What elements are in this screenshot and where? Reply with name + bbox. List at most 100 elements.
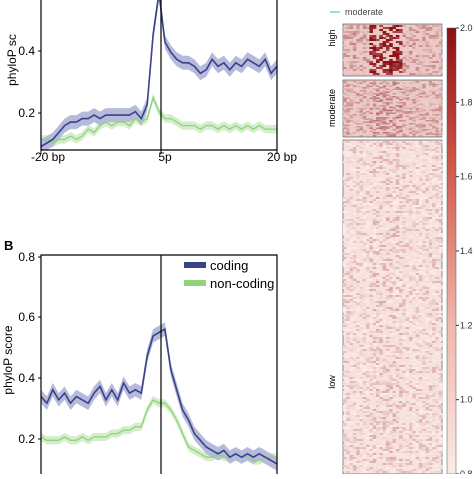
heatmap-cell <box>392 37 397 39</box>
heatmap-cell <box>389 259 393 261</box>
heatmap-cell <box>402 211 406 213</box>
heatmap-cell <box>418 349 423 351</box>
heatmap-cell <box>376 124 380 126</box>
heatmap-cell <box>385 311 390 313</box>
heatmap-cell <box>362 145 367 147</box>
heatmap-cell <box>418 90 423 92</box>
heatmap-cell <box>399 201 403 203</box>
heatmap-cell <box>379 219 383 221</box>
heatmap-cell <box>349 91 354 93</box>
heatmap-cell <box>369 245 373 247</box>
heatmap-cell <box>399 295 403 297</box>
heatmap-cell <box>389 331 393 333</box>
heatmap-cell <box>418 115 423 117</box>
heatmap-cell <box>399 96 403 98</box>
heatmap-cell <box>415 171 420 173</box>
heatmap-cell <box>343 425 347 427</box>
heatmap-cell <box>343 33 347 35</box>
heatmap-cell <box>369 325 373 327</box>
heatmap-cell <box>343 205 347 207</box>
heatmap-cell <box>405 291 410 293</box>
heatmap-cell <box>405 51 410 53</box>
heatmap-cell <box>418 409 423 411</box>
heatmap-cell <box>435 143 439 145</box>
heatmap-cell <box>422 61 426 63</box>
heatmap-cell <box>399 241 403 243</box>
heatmap-cell <box>352 187 357 189</box>
heatmap-cell <box>395 247 400 249</box>
heatmap-cell <box>432 465 436 467</box>
heatmap-cell <box>356 135 360 137</box>
heatmap-cell <box>349 349 354 351</box>
heatmap-cell <box>412 43 416 45</box>
heatmap-cell <box>352 251 357 253</box>
heatmap-cell <box>362 331 367 333</box>
heatmap-cell <box>389 411 393 413</box>
heatmap-cell <box>385 245 390 247</box>
heatmap-cell <box>362 43 367 45</box>
heatmap-cell <box>352 117 357 119</box>
heatmap-cell <box>395 25 400 27</box>
heatmap-cell <box>389 69 393 71</box>
heatmap-cell <box>425 51 430 53</box>
heatmap-cell <box>376 359 380 361</box>
heatmap-cell <box>438 55 443 57</box>
heatmap-cell <box>435 157 439 159</box>
heatmap-cell <box>405 383 410 385</box>
heatmap-cell <box>412 109 416 111</box>
heatmap-cell <box>389 433 393 435</box>
heatmap-cell <box>352 435 357 437</box>
heatmap-cell <box>399 351 403 353</box>
heatmap-cell <box>402 120 406 122</box>
heatmap-cell <box>376 145 380 147</box>
heatmap-cell <box>428 331 433 333</box>
heatmap-cell <box>382 239 387 241</box>
heatmap-cell <box>389 295 393 297</box>
heatmap-cell <box>432 263 436 265</box>
heatmap-cell <box>418 319 423 321</box>
heatmap-cell <box>389 291 393 293</box>
heatmap-cell <box>418 67 423 69</box>
heatmap-cell <box>409 313 413 315</box>
heatmap-cell <box>369 467 373 469</box>
heatmap-cell <box>402 171 406 173</box>
heatmap-cell <box>366 415 370 417</box>
heatmap-cell <box>405 141 410 143</box>
heatmap-cell <box>422 465 426 467</box>
heatmap-cell <box>438 96 443 98</box>
panel-b-line-chart: B 0.8 0.6 0.4 0.2 phyloP score coding no… <box>1 238 278 474</box>
heatmap-cell <box>425 451 430 453</box>
heatmap-cell <box>366 391 370 393</box>
heatmap-cell <box>346 161 350 163</box>
heatmap-cell <box>412 118 416 120</box>
heatmap-cell <box>359 65 364 67</box>
heatmap-cell <box>389 109 393 111</box>
heatmap-cell <box>379 387 383 389</box>
heatmap-cell <box>382 223 387 225</box>
heatmap-cell <box>382 121 387 123</box>
heatmap-cell <box>418 437 423 439</box>
heatmap-cell <box>352 221 357 223</box>
heatmap-cell <box>412 41 416 43</box>
heatmap-cell <box>399 53 403 55</box>
heatmap-cell <box>422 231 426 233</box>
heatmap-cell <box>409 37 413 39</box>
heatmap-cell <box>409 423 413 425</box>
heatmap-cell <box>372 455 377 457</box>
heatmap-cell <box>428 363 433 365</box>
heatmap-cell <box>346 45 350 47</box>
heatmap-cell <box>372 35 377 37</box>
heatmap-cell <box>352 33 357 35</box>
heatmap-cell <box>418 299 423 301</box>
heatmap-cell <box>359 55 364 57</box>
heatmap-cell <box>399 245 403 247</box>
heatmap-cell <box>438 331 443 333</box>
heatmap-cell <box>362 315 367 317</box>
heatmap-cell <box>428 383 433 385</box>
heatmap-cell <box>435 309 439 311</box>
heatmap-cell <box>372 335 377 337</box>
heatmap-cell <box>352 385 357 387</box>
heatmap-cell <box>435 439 439 441</box>
heatmap-cell <box>356 87 360 89</box>
heatmap-cell <box>362 265 367 267</box>
